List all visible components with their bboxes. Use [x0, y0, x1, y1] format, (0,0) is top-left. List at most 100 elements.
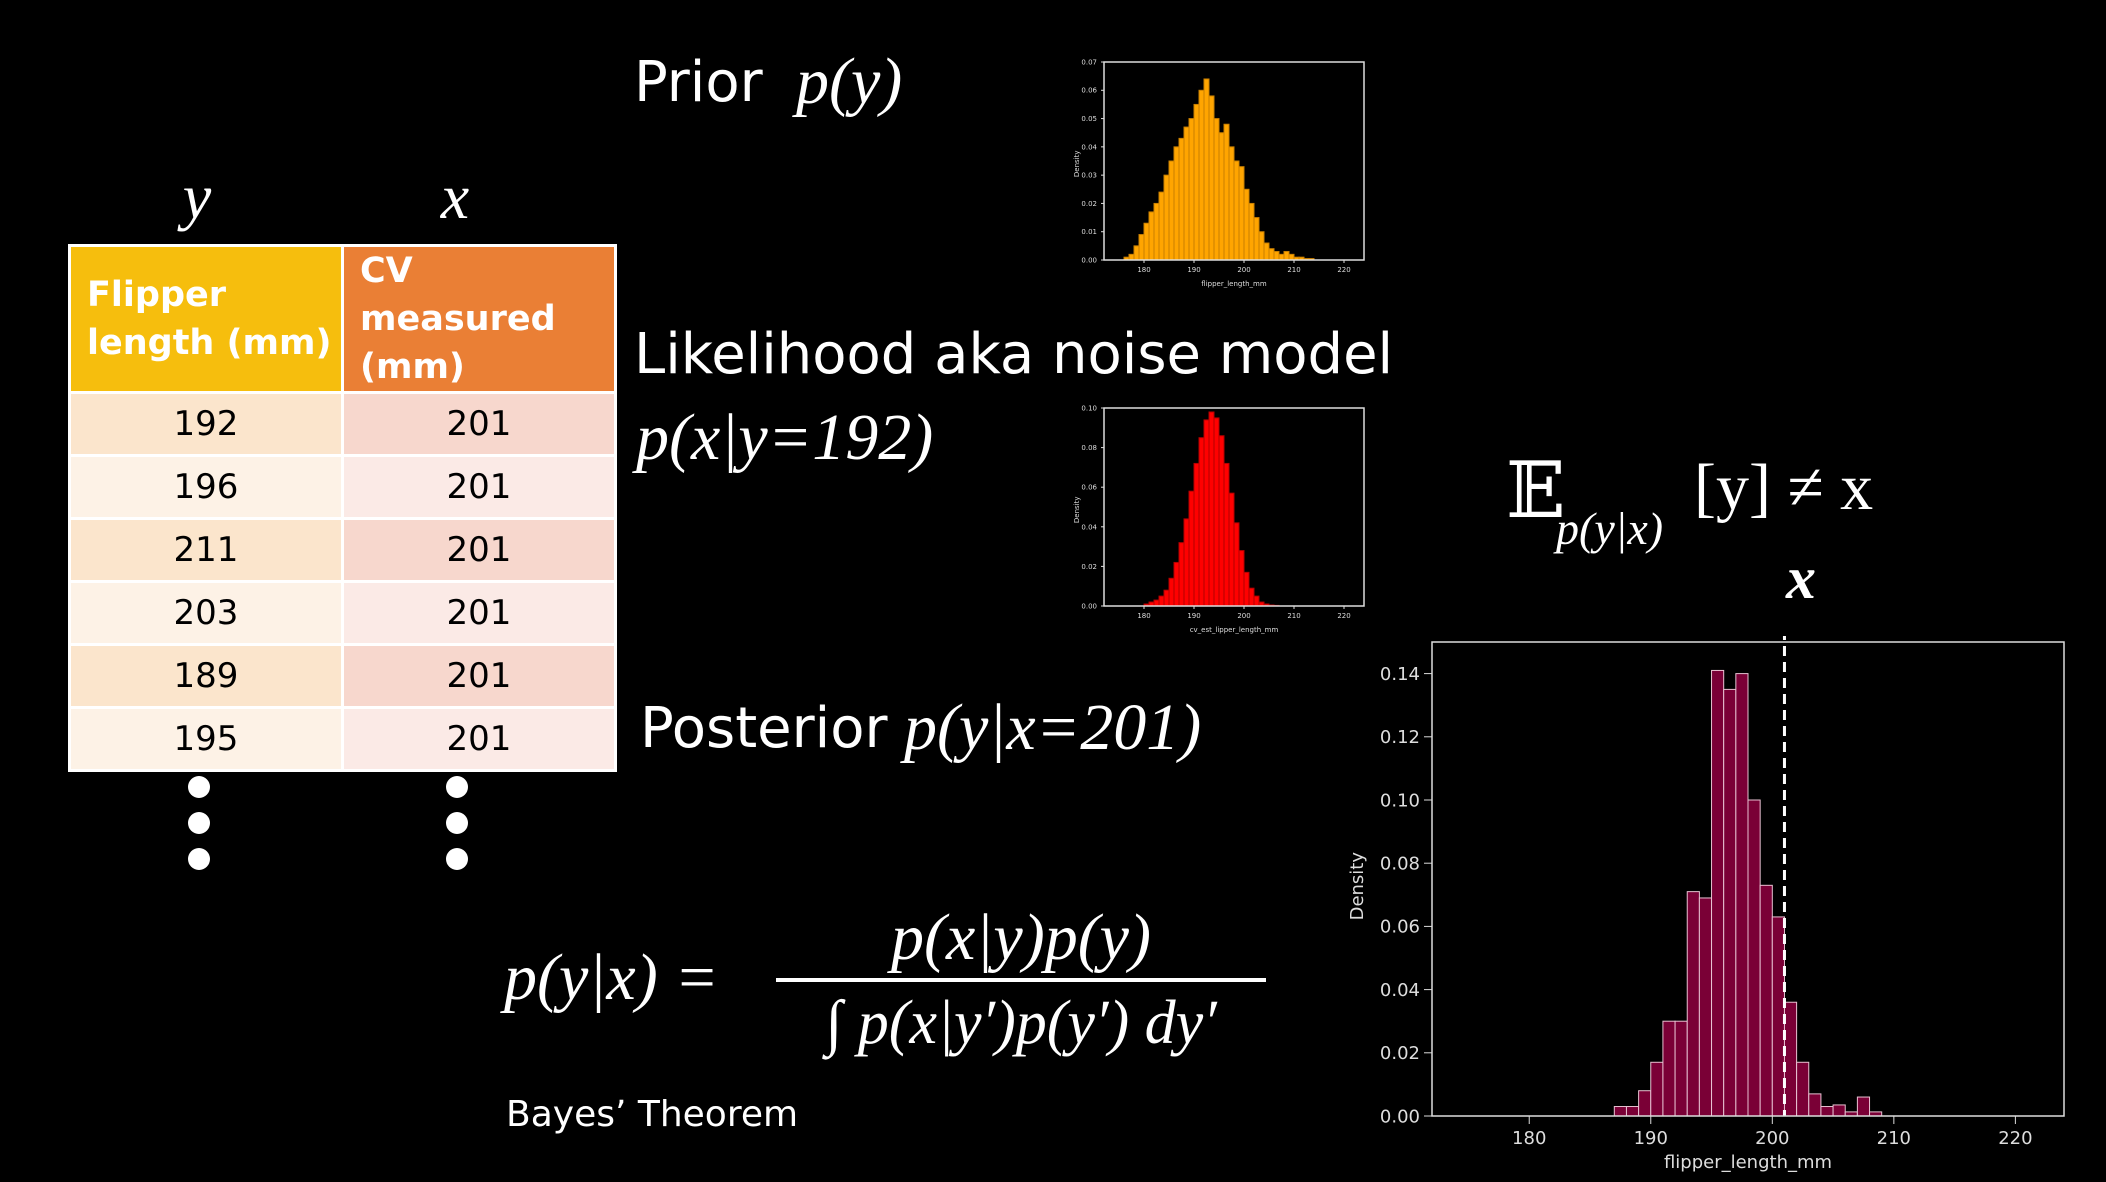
x-tick-label: 220 [1337, 612, 1350, 620]
histogram-bar [1173, 146, 1180, 261]
histogram-bar [1747, 799, 1761, 1117]
y-tick-label: 0.10 [1081, 404, 1097, 412]
histogram-bar [1243, 571, 1250, 607]
histogram-bar [1128, 253, 1135, 261]
histogram-bar [1218, 132, 1225, 261]
posterior-label: Posterior [640, 696, 888, 761]
expectation-bracket: [y] ≠ x [1694, 451, 1874, 524]
cv-cell: 201 [341, 706, 617, 772]
histogram-bar [1158, 191, 1165, 261]
y-tick-label: 0.00 [1081, 256, 1097, 264]
y-tick-label: 0.05 [1081, 115, 1097, 123]
histogram-bar [1253, 595, 1260, 607]
flipper-cell: 195 [68, 706, 344, 772]
histogram-bar [1638, 1090, 1652, 1117]
histogram-bar [1218, 435, 1225, 607]
histogram-bar [1138, 234, 1145, 261]
formula-numerator: p(x|y)p(y) [891, 901, 1151, 974]
dot [188, 776, 210, 798]
histogram-bar [1193, 103, 1200, 261]
histogram-bar [1759, 884, 1773, 1117]
flipper-cell: 189 [68, 643, 344, 709]
histogram-bar [1783, 1001, 1798, 1117]
x-tick-label: 180 [1137, 612, 1150, 620]
y-tick-label: 0.06 [1380, 917, 1420, 938]
histogram-bar [1158, 595, 1165, 607]
histogram-bar [1208, 95, 1215, 261]
y-tick-label: 0.02 [1081, 200, 1097, 208]
histogram-bar [1198, 437, 1205, 607]
histogram-bar [1243, 188, 1250, 261]
histogram-bar [1258, 231, 1265, 261]
y-tick-label: 0.12 [1380, 727, 1420, 748]
histogram-bar [1178, 542, 1185, 607]
histogram-bar [1153, 202, 1160, 261]
cv-cell: 201 [341, 454, 617, 520]
histogram-bar [1253, 217, 1260, 261]
plot-frame [1103, 61, 1365, 261]
y-tick-label: 0.06 [1081, 87, 1097, 95]
table-header-row: Flipper length (mm) CV measured (mm) [68, 244, 617, 394]
y-tick-label: 0.00 [1081, 602, 1097, 610]
fraction-bar [776, 978, 1266, 982]
likelihood-expression: p(x|y=192) [636, 401, 934, 474]
histogram-bar [1148, 211, 1155, 261]
likelihood-histogram: 180 190 200 210 220 0.00 0.02 0.04 0.06 0.08 0.10 c… [1073, 404, 1365, 634]
flipper-cell: 192 [68, 391, 344, 457]
x-tick-label: 200 [1237, 612, 1250, 620]
histogram-bar [1238, 166, 1245, 261]
histogram-bar [1228, 492, 1235, 607]
histogram-bar [1173, 561, 1180, 607]
histogram-bar [1163, 174, 1170, 261]
table-row: 203 201 [68, 580, 617, 646]
x-tick-label: 210 [1287, 266, 1300, 274]
histogram-bar [1735, 673, 1749, 1117]
x-tick-label: 190 [1187, 612, 1200, 620]
formula-lhs: p(y|x) = [504, 941, 719, 1014]
histogram-bar [1208, 411, 1215, 607]
y-tick-label: 0.02 [1081, 563, 1097, 571]
cv-cell: 201 [341, 580, 617, 646]
y-tick-label: 0.04 [1081, 523, 1097, 531]
histogram-bar [1163, 589, 1170, 607]
header-cv-measured: CV measured (mm) [341, 244, 617, 394]
histogram-bar [1698, 897, 1713, 1117]
plot-frame [1103, 407, 1365, 607]
histogram-bar [1178, 137, 1185, 261]
histogram-bar [1133, 245, 1140, 261]
histogram-bar [1248, 587, 1255, 607]
prior-histogram: 180 190 200 210 220 0.00 0.01 0.02 0.03 0.04 0.05 0… [1073, 58, 1365, 288]
table-row: 189 201 [68, 643, 617, 709]
histogram-bar [1168, 160, 1175, 261]
posterior-expression: p(y|x=201) [904, 691, 1202, 764]
histogram-bar [1662, 1020, 1676, 1117]
dot [188, 848, 210, 870]
variable-x-label: x [440, 161, 470, 232]
flipper-cell: 196 [68, 454, 344, 520]
histogram-bar [1771, 916, 1785, 1117]
histogram-bar [1625, 1106, 1640, 1117]
x-tick-label: 190 [1634, 1128, 1668, 1149]
histogram-bar [1223, 462, 1230, 607]
histogram-bar [1613, 1106, 1627, 1117]
x-tick-label: 200 [1755, 1128, 1789, 1149]
x-marker-label: x [1786, 545, 1816, 611]
table-row: 192 201 [68, 391, 617, 457]
histogram-bar [1650, 1061, 1664, 1117]
x-tick-label: 190 [1187, 266, 1200, 274]
histogram-bar [1283, 251, 1290, 261]
table-row: 211 201 [68, 517, 617, 583]
cv-cell: 201 [341, 391, 617, 457]
table-row: 196 201 [68, 454, 617, 520]
x-tick-label: 180 [1137, 266, 1150, 274]
x-tick-label: 210 [1877, 1128, 1911, 1149]
histogram-bar [1198, 89, 1205, 261]
histogram-bar [1213, 417, 1220, 607]
histogram-bar [1263, 242, 1270, 261]
histogram-bar [1168, 577, 1175, 607]
flipper-cell: 211 [68, 517, 344, 583]
histogram-bar [1796, 1061, 1810, 1117]
dot [446, 776, 468, 798]
histogram-bar [1203, 78, 1210, 261]
histogram-bar [1238, 550, 1245, 607]
